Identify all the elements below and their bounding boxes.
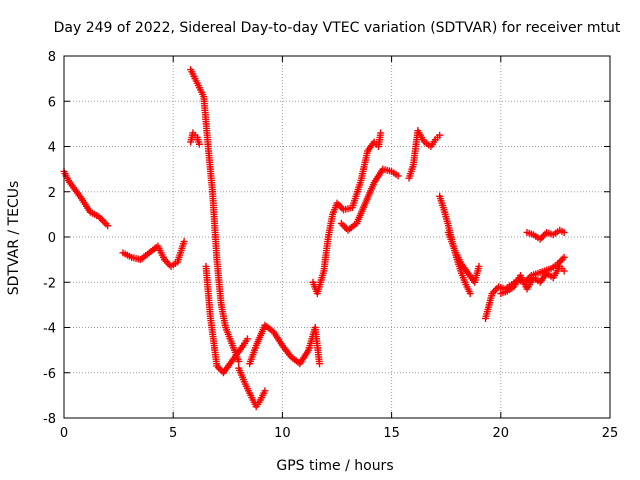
data-point <box>261 387 269 395</box>
data-point <box>560 228 568 236</box>
y-tick-label: -2 <box>43 276 56 291</box>
data-point <box>104 222 112 230</box>
y-axis-label: SDTVAR / TECUs <box>6 181 22 296</box>
y-tick-label: -8 <box>43 412 56 427</box>
grid <box>64 56 610 418</box>
y-tick-label: 0 <box>48 231 56 246</box>
y-tick-label: -4 <box>43 322 56 337</box>
x-axis-label: GPS time / hours <box>276 458 393 474</box>
y-tick-label: -6 <box>43 367 56 382</box>
data-point <box>377 129 385 137</box>
data-point <box>394 172 402 180</box>
y-tick-label: 6 <box>48 95 56 110</box>
data-point-interp <box>493 284 501 292</box>
data-point <box>316 360 324 368</box>
y-tick-label: 4 <box>48 141 56 156</box>
data-point-interp <box>538 234 546 242</box>
x-tick-label: 5 <box>169 426 177 441</box>
y-tick-label: 2 <box>48 186 56 201</box>
data-point-interp <box>557 257 565 265</box>
data-point-interp <box>339 221 347 229</box>
data-point <box>560 253 568 261</box>
x-tick-label: 10 <box>274 426 291 441</box>
data-point <box>235 357 243 365</box>
data-point <box>243 335 251 343</box>
x-tick-label: 25 <box>602 426 619 441</box>
x-tick-label: 20 <box>493 426 510 441</box>
data-point <box>436 131 444 139</box>
x-tick-label: 15 <box>383 426 400 441</box>
data-point <box>560 267 568 275</box>
data-point-interp <box>558 255 566 263</box>
data-point <box>475 262 483 270</box>
axis-ticks: 0 5 10 15 20 25 -8 -6 -4 -2 0 2 4 6 8 <box>43 50 618 441</box>
data-point <box>180 238 188 246</box>
x-tick-label: 0 <box>60 426 68 441</box>
data-point <box>466 290 474 298</box>
y-tick-label: 8 <box>48 50 56 65</box>
data-points <box>60 66 568 411</box>
data-point <box>195 140 203 148</box>
data-point <box>337 219 345 227</box>
chart-title: Day 249 of 2022, Sidereal Day-to-day VTE… <box>54 20 621 36</box>
